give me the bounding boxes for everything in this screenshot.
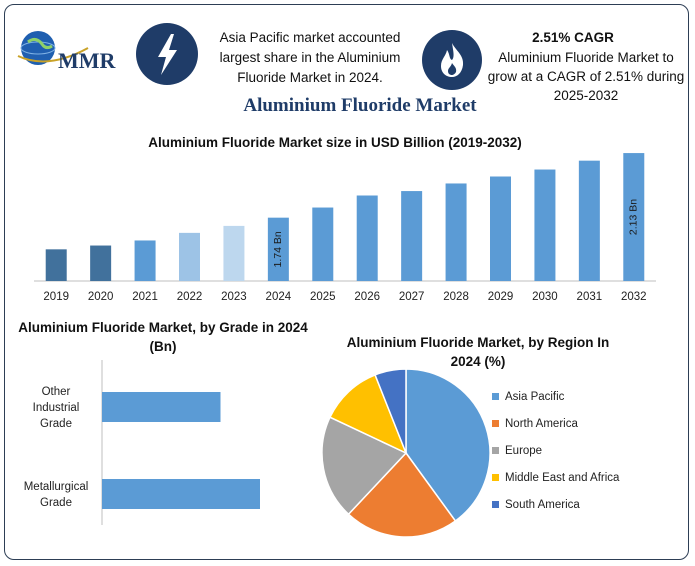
bar-2025 xyxy=(312,207,334,281)
legend-swatch-1 xyxy=(492,420,499,428)
grade-label-1: Metallurgical Grade xyxy=(24,481,89,509)
x-tick-2020: 2020 xyxy=(88,291,114,303)
bar-2024 xyxy=(267,217,289,281)
x-tick-2031: 2031 xyxy=(577,291,603,303)
data-label-2032: 2.13 Bn xyxy=(628,199,640,235)
x-tick-2025: 2025 xyxy=(310,291,336,303)
legend-label-2: Europe xyxy=(505,445,543,457)
pie-slice-2 xyxy=(321,416,408,516)
legend-swatch-3 xyxy=(492,474,499,482)
bar-2019 xyxy=(45,249,67,281)
legend-item-1: North America xyxy=(492,418,578,430)
legend-swatch-4 xyxy=(492,501,499,509)
x-tick-2030: 2030 xyxy=(532,291,558,303)
region-chart-title: Aluminium Fluoride Market, by Region In … xyxy=(346,335,610,369)
bar-2030 xyxy=(534,169,556,281)
legend-label-0: Asia Pacific xyxy=(505,391,565,403)
legend-item-3: Middle East and Africa xyxy=(492,472,619,484)
bar-2020 xyxy=(90,245,112,281)
logo-text: MMR xyxy=(58,48,117,73)
x-tick-2021: 2021 xyxy=(132,291,158,303)
main-title: Aluminium Fluoride Market xyxy=(243,95,477,116)
x-tick-2023: 2023 xyxy=(221,291,247,303)
grade-label-0: Other Industrial Grade xyxy=(33,386,80,430)
mmr-logo: MMR xyxy=(17,31,117,73)
grade-bar-1 xyxy=(102,479,260,509)
bar-2023 xyxy=(223,225,245,281)
market-size-chart-title: Aluminium Fluoride Market size in USD Bi… xyxy=(148,135,522,150)
legend-label-3: Middle East and Africa xyxy=(505,472,620,484)
x-tick-2022: 2022 xyxy=(177,291,203,303)
asia-pacific-text: Asia Pacific market accounted largest sh… xyxy=(219,30,401,85)
flame-circle xyxy=(422,30,482,90)
cagr-title: 2.51% CAGR xyxy=(532,30,614,45)
data-label-2024: 1.74 Bn xyxy=(272,231,284,267)
legend-label-4: South America xyxy=(505,499,580,511)
legend-item-0: Asia Pacific xyxy=(492,391,564,403)
bar-2027 xyxy=(401,191,423,281)
bar-2022 xyxy=(179,232,200,281)
x-tick-2028: 2028 xyxy=(443,291,469,303)
legend-label-1: North America xyxy=(505,418,578,430)
lightning-circle xyxy=(136,23,198,85)
bar-2026 xyxy=(356,195,378,281)
legend-swatch-0 xyxy=(492,393,499,401)
x-tick-2027: 2027 xyxy=(399,291,425,303)
pie-slice-0 xyxy=(405,368,491,523)
bar-2032 xyxy=(623,153,645,281)
pie-slice-1 xyxy=(347,451,457,538)
grade-chart-title: Aluminium Fluoride Market, by Grade in 2… xyxy=(18,320,308,354)
x-tick-2032: 2032 xyxy=(621,291,647,303)
cagr-text: Aluminium Fluoride Market to grow at a C… xyxy=(487,50,685,103)
x-tick-2024: 2024 xyxy=(266,291,292,303)
pie-slice-3 xyxy=(328,373,408,455)
legend-swatch-2 xyxy=(492,447,499,455)
x-tick-2026: 2026 xyxy=(354,291,380,303)
legend-item-2: Europe xyxy=(492,445,542,457)
x-tick-2019: 2019 xyxy=(43,291,69,303)
legend-item-4: South America xyxy=(492,499,580,511)
bar-2028 xyxy=(445,183,467,281)
bar-2029 xyxy=(490,176,511,281)
flame-icon xyxy=(441,43,464,77)
infographic-frame xyxy=(4,4,689,560)
bar-2021 xyxy=(134,240,156,281)
lightning-bolt-icon xyxy=(158,34,177,75)
pie-slice-4 xyxy=(374,368,407,454)
bar-2031 xyxy=(578,160,600,281)
grade-bar-0 xyxy=(102,392,221,422)
x-tick-2029: 2029 xyxy=(488,291,514,303)
